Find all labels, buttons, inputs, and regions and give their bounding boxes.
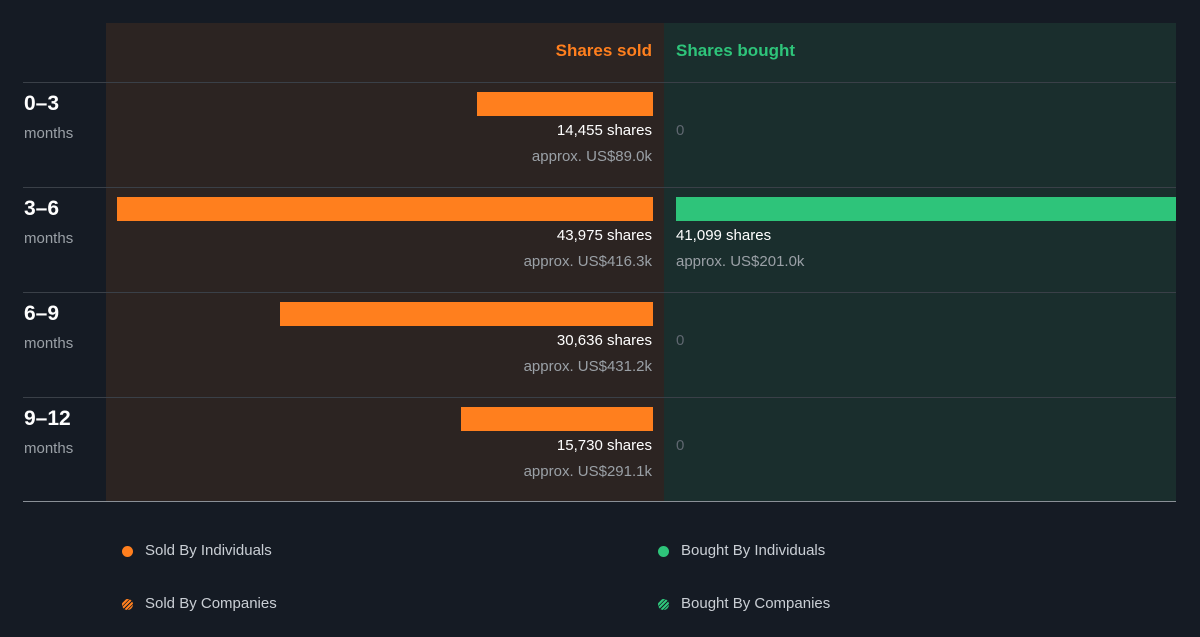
bought-shares-label: 41,099 shares [676, 227, 772, 244]
legend-item: Sold By Companies [122, 595, 277, 613]
baseline-axis [23, 501, 1176, 502]
row-separator [23, 292, 1176, 293]
period-unit-label: months [24, 230, 74, 247]
sold-value-label: approx. US$89.0k [531, 148, 652, 165]
row-separator [23, 397, 1176, 398]
sold-shares-label: 14,455 shares [556, 122, 652, 139]
period-label: 9–12 [24, 407, 71, 430]
row-separator [23, 187, 1176, 188]
period-unit-label: months [24, 335, 74, 352]
sold-bar[interactable] [477, 92, 653, 116]
sold-value-label: approx. US$291.1k [523, 463, 652, 480]
legend-label: Sold By Individuals [145, 542, 272, 559]
period-row: 9–12 months 15,730 shares approx. US$291.1k… [0, 397, 1200, 502]
legend-item: Sold By Individuals [122, 542, 272, 560]
bought-shares-label: 0 [676, 122, 685, 139]
period-row: 0–3 months 14,455 shares approx. US$89.0k 0 [0, 82, 1200, 187]
period-row: 6–9 months 30,636 shares approx. US$431.2k 0 [0, 292, 1200, 397]
hatched-swatch-icon [122, 598, 133, 610]
sold-bar[interactable] [117, 197, 653, 221]
period-label: 0–3 [24, 92, 60, 115]
period-unit-label: months [24, 125, 74, 142]
legend-item: Bought By Companies [658, 595, 830, 613]
hatched-swatch-icon [658, 598, 669, 610]
legend-label: Sold By Companies [145, 595, 277, 612]
sold-shares-label: 43,975 shares [556, 227, 652, 244]
sold-value-label: approx. US$416.3k [523, 253, 652, 270]
period-label: 3–6 [24, 197, 60, 220]
bought-bar[interactable] [676, 197, 1176, 221]
dot-swatch-icon [658, 545, 669, 557]
shares-bought-header: Shares bought [676, 41, 796, 60]
bought-value-label: approx. US$201.0k [676, 253, 805, 270]
period-label: 6–9 [24, 302, 60, 325]
shares-sold-header: Shares sold [555, 41, 652, 60]
sold-value-label: approx. US$431.2k [523, 358, 652, 375]
bought-shares-label: 0 [676, 332, 685, 349]
period-row: 3–6 months 43,975 shares approx. US$416.3k 4… [0, 187, 1200, 292]
legend-item: Bought By Individuals [658, 542, 825, 560]
sold-bar[interactable] [461, 407, 653, 431]
bought-shares-label: 0 [676, 437, 685, 454]
shares-bought-panel [664, 23, 1176, 501]
sold-shares-label: 30,636 shares [556, 332, 652, 349]
dot-swatch-icon [122, 545, 133, 557]
row-separator [23, 82, 1176, 83]
legend-label: Bought By Companies [681, 595, 831, 612]
period-unit-label: months [24, 440, 74, 457]
sold-shares-label: 15,730 shares [556, 437, 652, 454]
legend-label: Bought By Individuals [681, 542, 826, 559]
sold-bar[interactable] [280, 302, 653, 326]
